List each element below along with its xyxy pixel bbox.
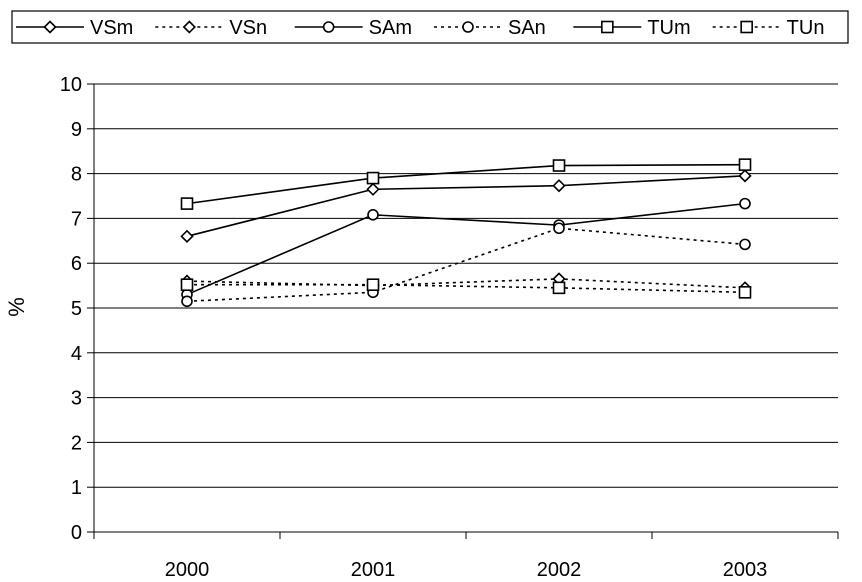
y-tick-label: 1 bbox=[71, 477, 82, 499]
series-tun bbox=[180, 278, 752, 299]
data-point-vsm bbox=[552, 179, 566, 193]
data-point-tum bbox=[552, 159, 566, 172]
data-point-vsm bbox=[738, 169, 752, 183]
y-tick-label: 4 bbox=[71, 343, 82, 365]
y-tick-label: 8 bbox=[71, 164, 82, 186]
legend-box bbox=[11, 10, 849, 44]
legend-marker-san bbox=[462, 21, 474, 33]
data-point-san bbox=[181, 295, 193, 308]
y-tick-label: 3 bbox=[71, 388, 82, 410]
legend-marker-vsm bbox=[43, 20, 57, 34]
legend-marker-tum bbox=[601, 20, 614, 34]
legend-label-tun: TUn bbox=[787, 17, 825, 39]
y-axis-ticks: 0 1 2 3 4 5 6 7 8 9 10 bbox=[60, 74, 94, 544]
data-point-san bbox=[553, 222, 565, 235]
data-point-vsm bbox=[180, 229, 194, 243]
x-tick-label: 2001 bbox=[351, 559, 396, 581]
y-tick-label: 9 bbox=[71, 119, 82, 141]
gridlines bbox=[94, 83, 838, 488]
legend-marker-vsn bbox=[182, 20, 196, 34]
data-point-sam bbox=[739, 197, 751, 210]
data-point-vsm bbox=[366, 182, 380, 196]
y-tick-label: 7 bbox=[71, 208, 82, 230]
series-line-tum bbox=[186, 163, 746, 205]
series-line-vsm bbox=[186, 175, 746, 238]
series-line-tun bbox=[187, 283, 746, 294]
series-vsm bbox=[180, 169, 752, 243]
series-line-san bbox=[186, 227, 746, 303]
data-point-tun bbox=[180, 278, 194, 292]
series-san bbox=[181, 222, 751, 308]
series-tum bbox=[180, 158, 752, 210]
y-tick-label: 2 bbox=[71, 432, 82, 454]
data-point-tum bbox=[180, 197, 194, 210]
data-point-san bbox=[739, 238, 751, 251]
legend-label-vsn: VSn bbox=[229, 17, 267, 39]
x-tick-label: 2000 bbox=[165, 559, 210, 581]
x-tick-label: 2003 bbox=[723, 559, 768, 581]
data-point-tun bbox=[552, 281, 566, 295]
data-point-tun bbox=[738, 286, 752, 299]
series-line-vsn bbox=[186, 278, 746, 289]
legend-label-tum: TUm bbox=[647, 17, 690, 39]
series-group bbox=[180, 158, 752, 308]
x-tick-label: 2002 bbox=[537, 559, 582, 581]
legend: VSm VSn SAm SAn TUm TUn bbox=[11, 10, 849, 44]
data-point-tum bbox=[738, 158, 752, 171]
series-line-sam bbox=[186, 202, 746, 296]
x-axis-ticks: 2000 2001 2002 2003 bbox=[93, 532, 839, 581]
legend-label-vsm: VSm bbox=[90, 17, 133, 39]
y-tick-label: 6 bbox=[71, 253, 82, 275]
legend-marker-sam bbox=[322, 21, 335, 33]
legend-marker-tun bbox=[740, 20, 753, 34]
legend-label-sam: SAm bbox=[369, 17, 412, 39]
y-tick-label: 0 bbox=[71, 522, 82, 544]
y-tick-label: 10 bbox=[60, 74, 82, 96]
data-point-sam bbox=[367, 209, 379, 221]
y-tick-label: 5 bbox=[71, 298, 82, 320]
legend-label-san: SAn bbox=[508, 17, 546, 39]
y-axis-label: % bbox=[4, 297, 29, 317]
data-point-tun bbox=[366, 278, 380, 292]
data-point-tum bbox=[366, 171, 380, 185]
